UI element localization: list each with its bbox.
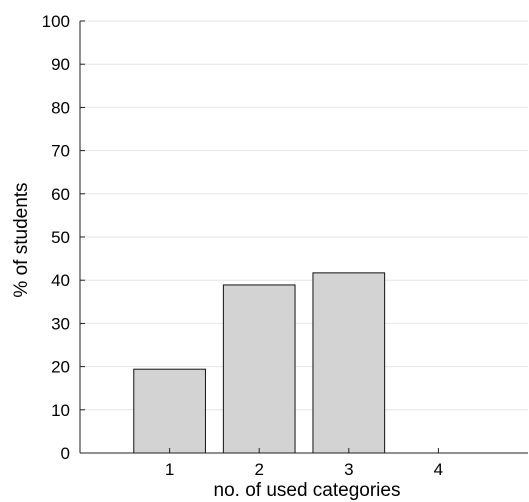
bar-1 bbox=[133, 368, 206, 454]
x-tick-label: 2 bbox=[254, 460, 263, 479]
grid-lines bbox=[80, 20, 528, 411]
x-tick-label: 3 bbox=[344, 460, 353, 479]
bars bbox=[133, 272, 386, 454]
x-axis-label: no. of used categories bbox=[214, 480, 401, 501]
y-tick-label: 0 bbox=[61, 444, 70, 463]
y-axis-label: % of students bbox=[11, 182, 32, 297]
y-tick-labels: 0 10 20 30 40 50 60 70 80 90 100 bbox=[42, 12, 85, 463]
x-tick-label: 1 bbox=[165, 460, 174, 479]
y-tick-label: 10 bbox=[51, 401, 70, 420]
bar-2 bbox=[222, 284, 296, 454]
y-tick-label: 20 bbox=[51, 358, 70, 377]
y-tick-label: 50 bbox=[51, 228, 70, 247]
x-tick-labels: 1 2 3 4 bbox=[165, 448, 443, 479]
y-tick-label: 30 bbox=[51, 314, 70, 333]
y-tick-label: 100 bbox=[42, 12, 70, 31]
y-tick-label: 70 bbox=[51, 142, 70, 161]
x-tick-label: 4 bbox=[434, 460, 443, 479]
y-tick-label: 90 bbox=[51, 55, 70, 74]
bar-3 bbox=[312, 272, 386, 454]
y-tick-label: 60 bbox=[51, 185, 70, 204]
y-tick-label: 80 bbox=[51, 98, 70, 117]
y-tick-label: 40 bbox=[51, 271, 70, 290]
